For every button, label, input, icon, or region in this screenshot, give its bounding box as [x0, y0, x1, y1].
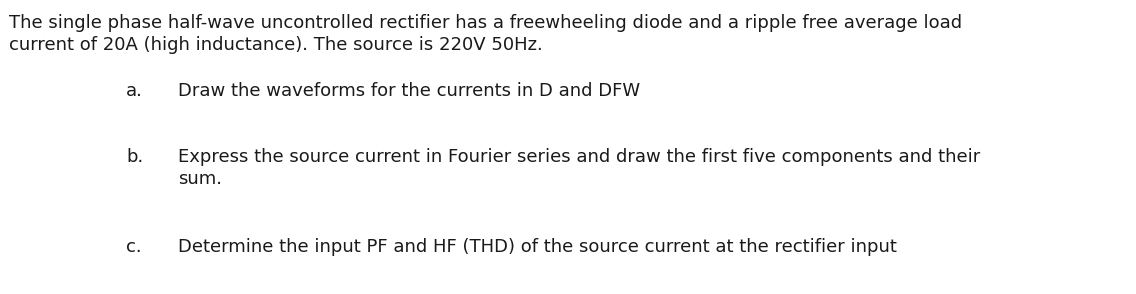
- Text: Express the source current in Fourier series and draw the first five components : Express the source current in Fourier se…: [178, 148, 980, 166]
- Text: Draw the waveforms for the currents in D and DFW: Draw the waveforms for the currents in D…: [178, 82, 640, 100]
- Text: c.: c.: [126, 238, 142, 256]
- Text: sum.: sum.: [178, 170, 222, 188]
- Text: current of 20A (high inductance). The source is 220V 50Hz.: current of 20A (high inductance). The so…: [9, 36, 543, 54]
- Text: Determine the input PF and HF (THD) of the source current at the rectifier input: Determine the input PF and HF (THD) of t…: [178, 238, 897, 256]
- Text: a.: a.: [126, 82, 143, 100]
- Text: b.: b.: [126, 148, 143, 166]
- Text: The single phase half-wave uncontrolled rectifier has a freewheeling diode and a: The single phase half-wave uncontrolled …: [9, 14, 962, 32]
